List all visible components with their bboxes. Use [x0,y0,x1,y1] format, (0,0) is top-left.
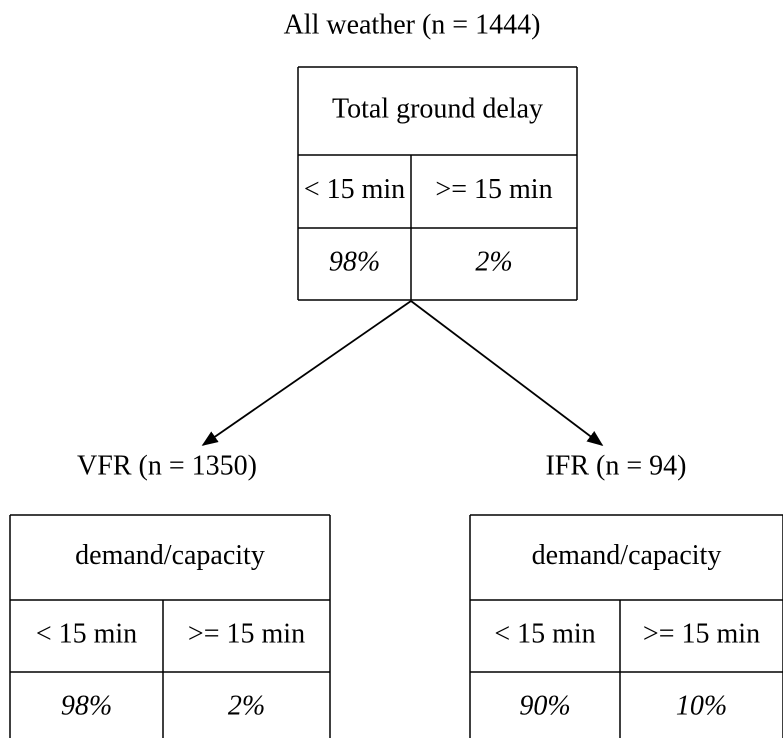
node-header: demand/capacity [75,540,265,571]
percentage: 90% [519,690,570,721]
percentage: 10% [676,690,727,721]
node-title: All weather (n = 1444) [284,9,541,40]
column-label: < 15 min [36,618,137,649]
node-header: Total ground delay [332,93,543,124]
node: IFR (n = 94) demand/capacity < 15 min >= 15… [469,450,783,738]
percentage: 2% [475,246,512,277]
node: All weather (n = 1444) Total ground delay… [284,9,578,301]
nodes: All weather (n = 1444) Total ground delay… [9,9,783,738]
node: VFR (n = 1350) demand/capacity < 15 min >= … [9,450,331,738]
column-label: >= 15 min [435,174,552,205]
column-label: < 15 min [494,618,595,649]
percentage: 98% [329,246,380,277]
arrow [201,300,412,446]
column-label: >= 15 min [188,618,305,649]
arrow [410,300,604,446]
node-title: VFR (n = 1350) [77,450,257,481]
column-label: < 15 min [304,174,405,205]
node-title: IFR (n = 94) [545,450,686,481]
percentage: 2% [228,690,265,721]
percentage: 98% [61,690,112,721]
column-label: >= 15 min [643,618,760,649]
node-header: demand/capacity [532,540,722,571]
